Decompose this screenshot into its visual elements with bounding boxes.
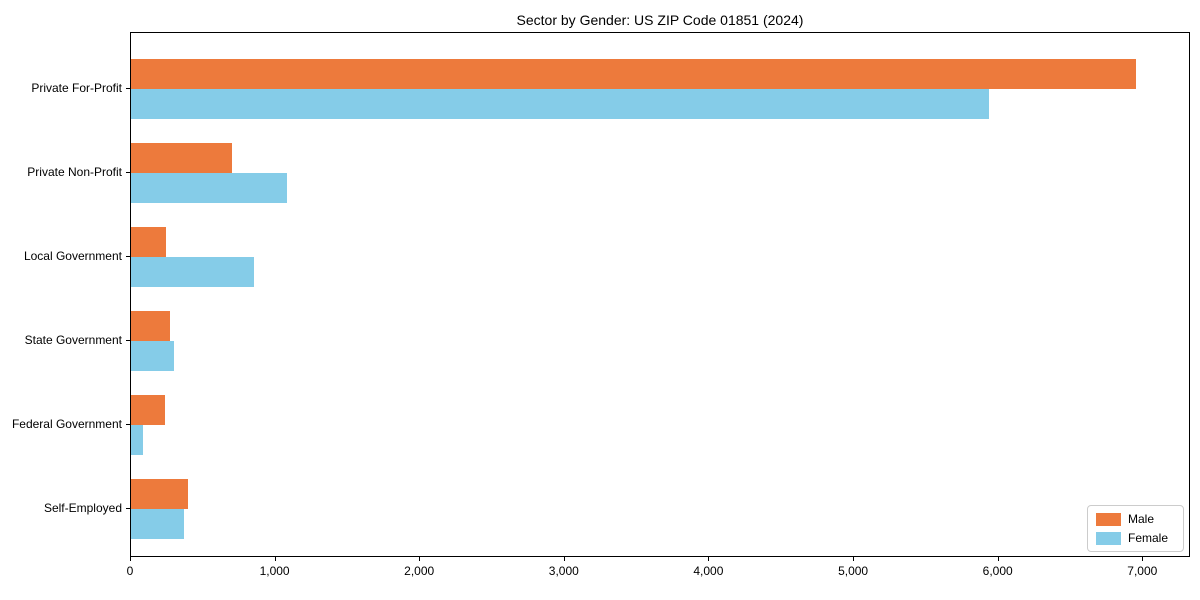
- y-axis-tick: [126, 88, 130, 89]
- x-axis-tick: [563, 557, 565, 561]
- legend-swatch-female: [1096, 531, 1121, 545]
- bar-male-private-non-profit: [131, 143, 233, 173]
- x-tick-label-0: 0: [126, 564, 134, 578]
- legend: Male Female: [1087, 505, 1184, 552]
- bar-male-federal-government: [131, 395, 165, 425]
- bar-male-local-government: [131, 227, 167, 257]
- y-tick-label-local-government: Local Government: [23, 249, 122, 263]
- legend-label-female: Female: [1128, 531, 1169, 545]
- bar-male-private-for-profit: [131, 59, 1136, 89]
- y-tick-label-state-government: State Government: [24, 333, 122, 347]
- bar-female-local-government: [131, 257, 254, 287]
- bar-male-self-employed: [131, 479, 189, 509]
- legend-item-female: Female: [1096, 531, 1175, 545]
- x-tick-label-2-000: 2,000: [404, 564, 435, 578]
- y-axis-tick: [126, 424, 130, 425]
- bar-female-state-government: [131, 341, 174, 371]
- x-axis-tick: [1142, 557, 1144, 561]
- bar-female-private-non-profit: [131, 173, 287, 203]
- bar-female-private-for-profit: [131, 89, 989, 119]
- bar-female-self-employed: [131, 509, 184, 539]
- x-tick-label-1-000: 1,000: [259, 564, 290, 578]
- x-tick-label-3-000: 3,000: [548, 564, 579, 578]
- y-axis-tick: [126, 340, 130, 341]
- y-axis-tick: [126, 172, 130, 173]
- y-tick-label-private-for-profit: Private For-Profit: [31, 81, 122, 95]
- y-tick-label-federal-government: Federal Government: [11, 417, 122, 431]
- x-tick-label-6-000: 6,000: [982, 564, 1013, 578]
- bar-female-federal-government: [131, 425, 143, 455]
- y-tick-label-private-non-profit: Private Non-Profit: [27, 165, 122, 179]
- legend-label-male: Male: [1128, 512, 1155, 526]
- x-tick-label-5-000: 5,000: [838, 564, 869, 578]
- y-axis-tick: [126, 256, 130, 257]
- chart-title: Sector by Gender: US ZIP Code 01851 (202…: [516, 12, 804, 28]
- y-tick-label-self-employed: Self-Employed: [43, 501, 122, 515]
- plot-area: [130, 32, 1190, 557]
- legend-swatch-male: [1096, 512, 1121, 526]
- x-axis-tick: [708, 557, 710, 561]
- x-axis-tick: [419, 557, 421, 561]
- legend-item-male: Male: [1096, 512, 1175, 526]
- x-tick-label-4-000: 4,000: [693, 564, 724, 578]
- bar-male-state-government: [131, 311, 170, 341]
- x-tick-label-7-000: 7,000: [1127, 564, 1158, 578]
- x-axis-tick: [853, 557, 855, 561]
- x-axis-tick: [997, 557, 999, 561]
- y-axis-tick: [126, 508, 130, 509]
- x-axis-tick: [130, 557, 131, 561]
- x-axis-tick: [274, 557, 276, 561]
